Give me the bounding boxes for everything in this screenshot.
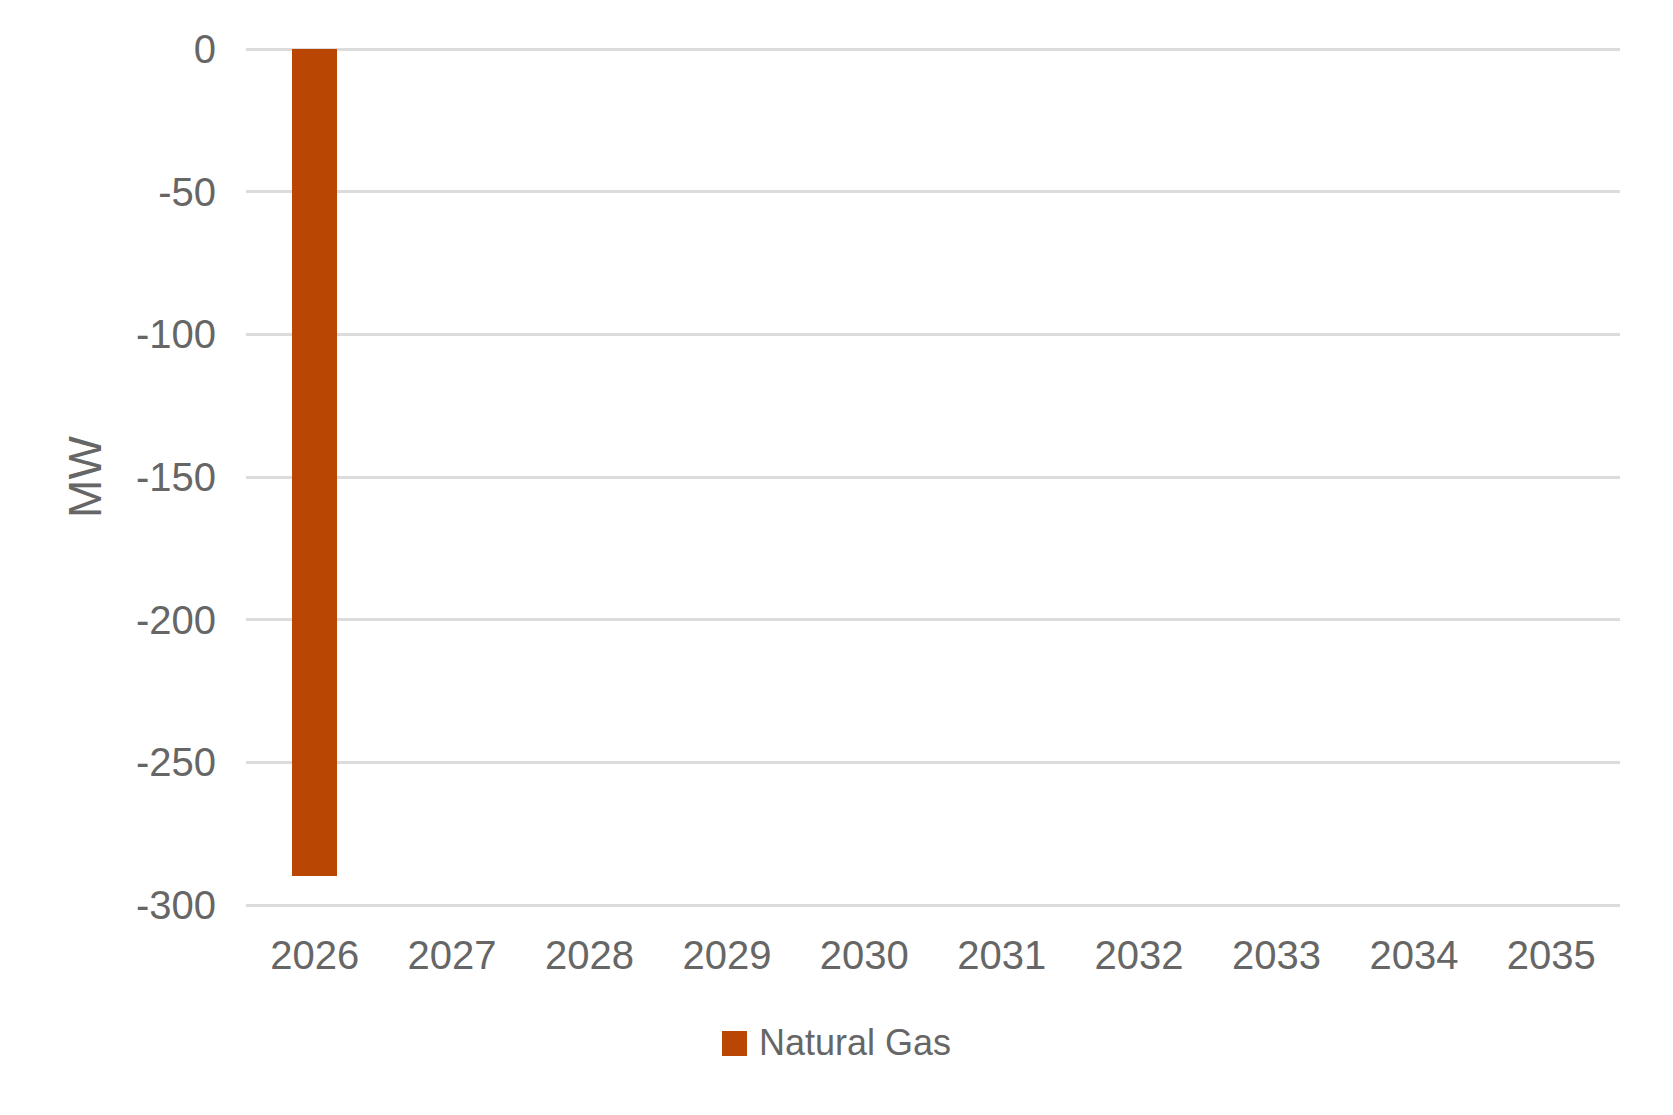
legend-swatch-icon (722, 1031, 747, 1056)
x-tick-label-2035: 2035 (1481, 927, 1621, 983)
bar-chart-figure: MW Natural Gas 0-50-100-150-200-250-3002… (0, 0, 1673, 1115)
gridline-y--50 (246, 190, 1620, 193)
gridline-y--250 (246, 761, 1620, 764)
x-tick-label-2026: 2026 (245, 927, 385, 983)
y-tick-label--50: -50 (0, 162, 216, 222)
y-tick-label--100: -100 (0, 304, 216, 364)
legend-label: Natural Gas (759, 1022, 951, 1064)
y-tick-label-0: 0 (0, 19, 216, 79)
x-tick-label-2030: 2030 (794, 927, 934, 983)
x-tick-label-2029: 2029 (657, 927, 797, 983)
y-tick-label--250: -250 (0, 732, 216, 792)
gridline-y--300 (246, 904, 1620, 907)
y-tick-label--150: -150 (0, 447, 216, 507)
gridline-y-0 (246, 48, 1620, 51)
x-tick-label-2034: 2034 (1344, 927, 1484, 983)
x-tick-label-2031: 2031 (932, 927, 1072, 983)
gridline-y--150 (246, 476, 1620, 479)
x-tick-label-2028: 2028 (520, 927, 660, 983)
gridline-y--200 (246, 618, 1620, 621)
gridline-y--100 (246, 333, 1620, 336)
x-tick-label-2033: 2033 (1207, 927, 1347, 983)
x-tick-label-2027: 2027 (382, 927, 522, 983)
legend-item-natural-gas[interactable]: Natural Gas (722, 1022, 951, 1064)
x-tick-label-2032: 2032 (1069, 927, 1209, 983)
bar-natural-gas-2026[interactable] (292, 49, 337, 876)
y-tick-label--200: -200 (0, 590, 216, 650)
y-tick-label--300: -300 (0, 875, 216, 935)
plot-area (246, 49, 1620, 905)
legend: Natural Gas (0, 1022, 1673, 1064)
